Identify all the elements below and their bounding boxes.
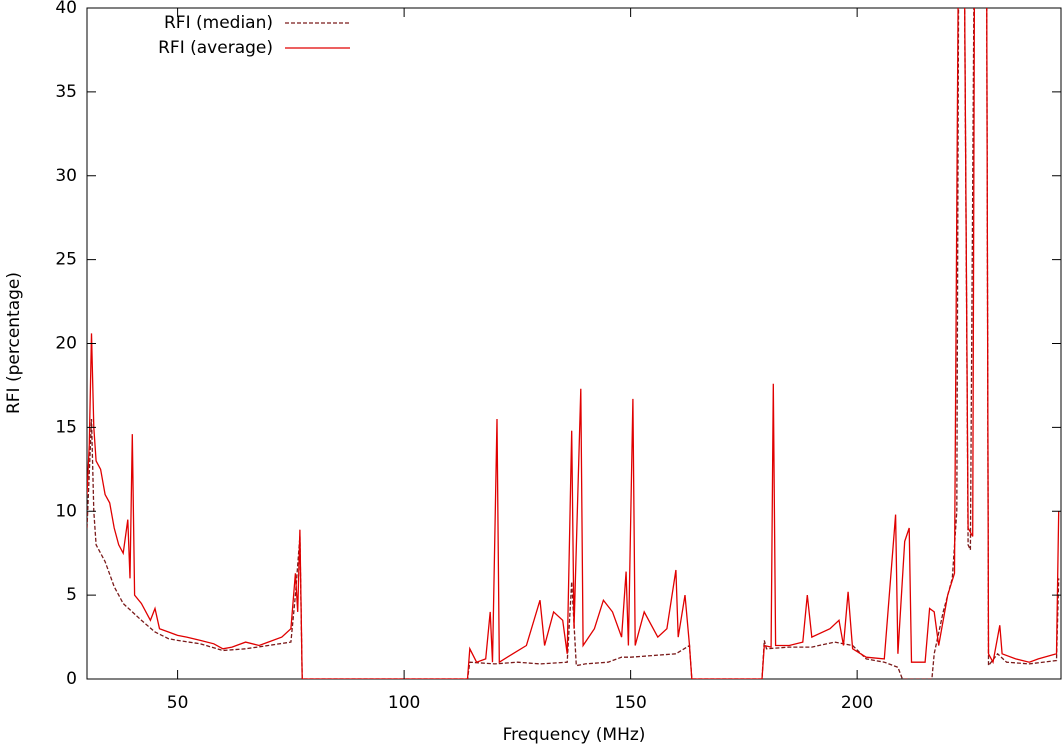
legend-label: RFI (average) — [158, 38, 273, 58]
series-line — [87, 8, 1060, 679]
y-tick-label: 20 — [55, 334, 77, 354]
y-tick-label: 40 — [55, 0, 77, 18]
y-tick-label: 25 — [55, 250, 77, 270]
x-tick-label: 150 — [614, 693, 646, 713]
series-line — [87, 8, 1060, 679]
legend-label: RFI (median) — [164, 13, 273, 33]
y-tick-label: 15 — [55, 417, 77, 437]
y-axis-label: RFI (percentage) — [4, 272, 24, 414]
y-tick-label: 30 — [55, 166, 77, 186]
x-tick-label: 100 — [388, 693, 420, 713]
y-tick-label: 35 — [55, 82, 77, 102]
y-tick-label: 5 — [66, 585, 77, 605]
x-tick-label: 50 — [167, 693, 189, 713]
y-tick-label: 10 — [55, 501, 77, 521]
x-axis-label: Frequency (MHz) — [503, 725, 646, 745]
plot-area — [87, 8, 1060, 679]
y-tick-label: 0 — [66, 669, 77, 689]
x-tick-label: 200 — [841, 693, 873, 713]
